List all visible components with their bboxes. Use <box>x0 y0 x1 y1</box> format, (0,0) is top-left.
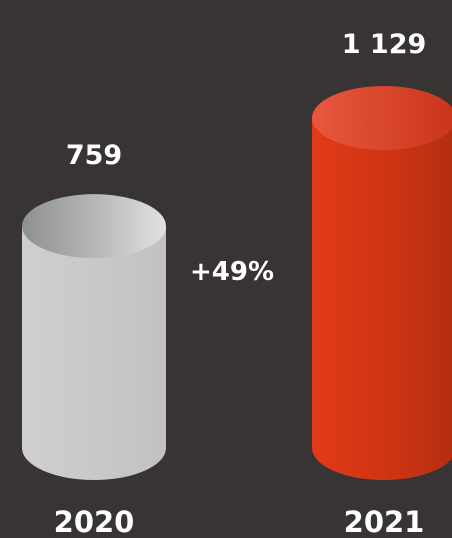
bar-2021 <box>312 86 452 480</box>
bar-2020-body <box>22 226 166 480</box>
value-label-2020: 759 <box>66 140 122 171</box>
category-label-2021: 2021 <box>344 505 425 538</box>
bar-2020-top <box>22 194 166 259</box>
bar-2020 <box>22 194 166 480</box>
bar-2021-top <box>312 86 452 150</box>
value-label-2021: 1 129 <box>342 29 427 60</box>
bar-2021-body <box>312 118 452 480</box>
category-label-2020: 2020 <box>54 505 135 538</box>
change-label: +49% <box>190 257 274 287</box>
